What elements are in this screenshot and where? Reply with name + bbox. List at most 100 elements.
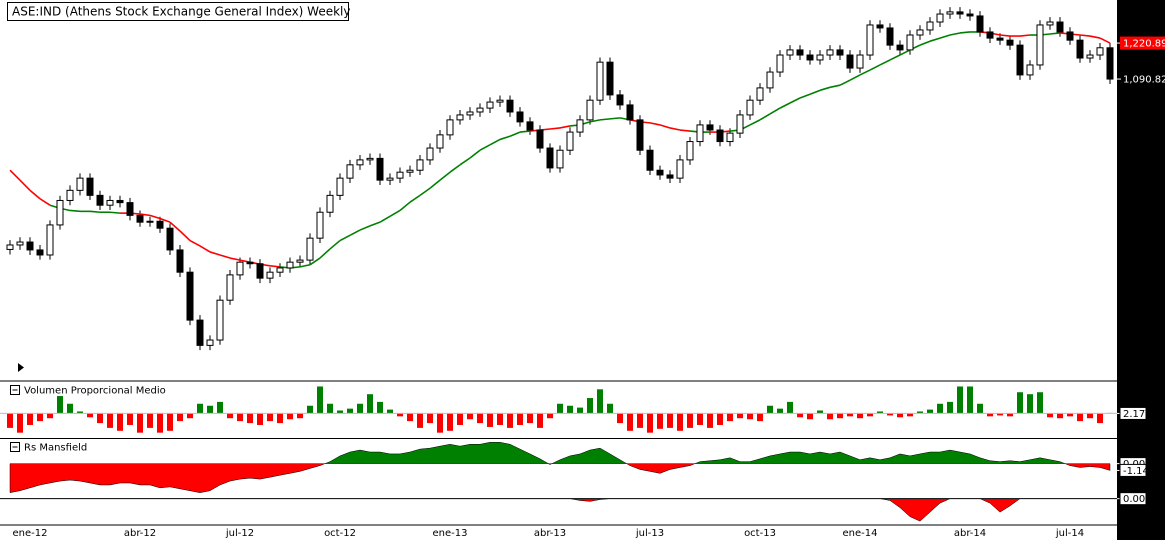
moving-average xyxy=(659,124,671,129)
candle-body xyxy=(646,149,654,171)
candle-body xyxy=(766,71,774,89)
moving-average xyxy=(1079,34,1091,37)
panel-title: Volumen Proporcional Medio xyxy=(24,386,166,397)
candle-body xyxy=(266,271,274,279)
bar xyxy=(897,413,903,418)
bar xyxy=(807,413,813,420)
bar xyxy=(1097,413,1103,424)
candle-body xyxy=(896,44,904,51)
bar xyxy=(547,413,553,419)
x-tick-label: oct-13 xyxy=(744,528,776,539)
candle-body xyxy=(346,164,354,179)
bar xyxy=(147,413,153,428)
candle-body xyxy=(186,271,194,321)
candle-body xyxy=(836,49,844,56)
bar xyxy=(217,401,223,414)
moving-average xyxy=(19,179,31,191)
candle-body xyxy=(736,114,744,134)
bar xyxy=(237,413,243,422)
candle-body xyxy=(826,49,834,56)
bar xyxy=(637,413,643,428)
y-tick-label: 2.17 xyxy=(1123,409,1145,420)
bar xyxy=(727,413,733,422)
moving-average xyxy=(299,263,311,268)
x-tick-label: abr-13 xyxy=(534,528,566,539)
bar xyxy=(477,413,483,424)
x-tick-label: jul-14 xyxy=(1055,528,1084,539)
candle-body xyxy=(316,211,324,239)
moving-average xyxy=(9,169,21,181)
moving-average xyxy=(309,257,321,266)
candle-body xyxy=(1096,47,1104,56)
moving-average xyxy=(389,209,401,217)
candle-body xyxy=(256,263,264,279)
moving-average xyxy=(839,79,851,86)
bar xyxy=(757,413,763,422)
bar xyxy=(337,410,343,414)
bar xyxy=(347,408,353,414)
moving-average xyxy=(959,31,971,34)
bar xyxy=(297,413,303,419)
bar xyxy=(1037,392,1043,414)
candle-body xyxy=(816,54,824,61)
candle-body xyxy=(306,237,314,261)
bar xyxy=(87,413,93,418)
bar xyxy=(257,413,263,425)
bar xyxy=(317,386,323,414)
y-tick-label-box xyxy=(1119,406,1147,420)
bar xyxy=(677,413,683,431)
candle-body xyxy=(386,177,394,181)
moving-average xyxy=(869,64,881,71)
candle-body xyxy=(1046,21,1054,26)
candle-body xyxy=(1076,39,1084,59)
candle-body xyxy=(616,94,624,106)
bar xyxy=(357,403,363,414)
moving-average xyxy=(1089,35,1101,39)
bar xyxy=(917,411,923,414)
chart-title: ASE:IND (Athens Stock Exchange General I… xyxy=(12,5,351,19)
moving-average xyxy=(799,93,811,99)
candle-body xyxy=(1006,39,1014,46)
bar xyxy=(587,398,593,414)
bar xyxy=(837,413,843,419)
candle-body xyxy=(686,141,694,161)
candle-body xyxy=(936,13,944,23)
candle-body xyxy=(676,159,684,179)
candle-body xyxy=(276,267,284,273)
candle-body xyxy=(916,29,924,36)
panel-title: Rs Mansfield xyxy=(24,443,87,454)
expand-icon[interactable] xyxy=(18,363,24,372)
moving-average xyxy=(999,34,1011,37)
candle-body xyxy=(536,129,544,149)
candle-body xyxy=(596,61,604,101)
bar xyxy=(857,413,863,419)
bar xyxy=(577,407,583,414)
bar xyxy=(207,405,213,414)
moving-average xyxy=(1049,32,1061,35)
candle-body xyxy=(56,199,64,226)
candle-body xyxy=(1036,24,1044,66)
candle-body xyxy=(356,159,364,166)
candle-body xyxy=(516,111,524,123)
candle-body xyxy=(976,15,984,33)
moving-average xyxy=(789,97,801,104)
bar xyxy=(127,413,133,425)
moving-average xyxy=(489,138,501,146)
candle-body xyxy=(706,124,714,131)
moving-average xyxy=(29,189,41,200)
moving-average xyxy=(759,113,771,121)
area xyxy=(9,442,1111,464)
candle-body xyxy=(296,259,304,263)
bar xyxy=(877,411,883,414)
candle-body xyxy=(746,99,754,116)
moving-average xyxy=(1099,37,1111,44)
candle-body xyxy=(996,37,1004,41)
moving-average xyxy=(879,59,891,66)
candle-body xyxy=(116,199,124,204)
candle-body xyxy=(886,27,894,46)
candle-body xyxy=(426,147,434,161)
moving-average xyxy=(609,117,621,120)
candle-body xyxy=(1086,54,1094,59)
bar xyxy=(997,413,1003,416)
